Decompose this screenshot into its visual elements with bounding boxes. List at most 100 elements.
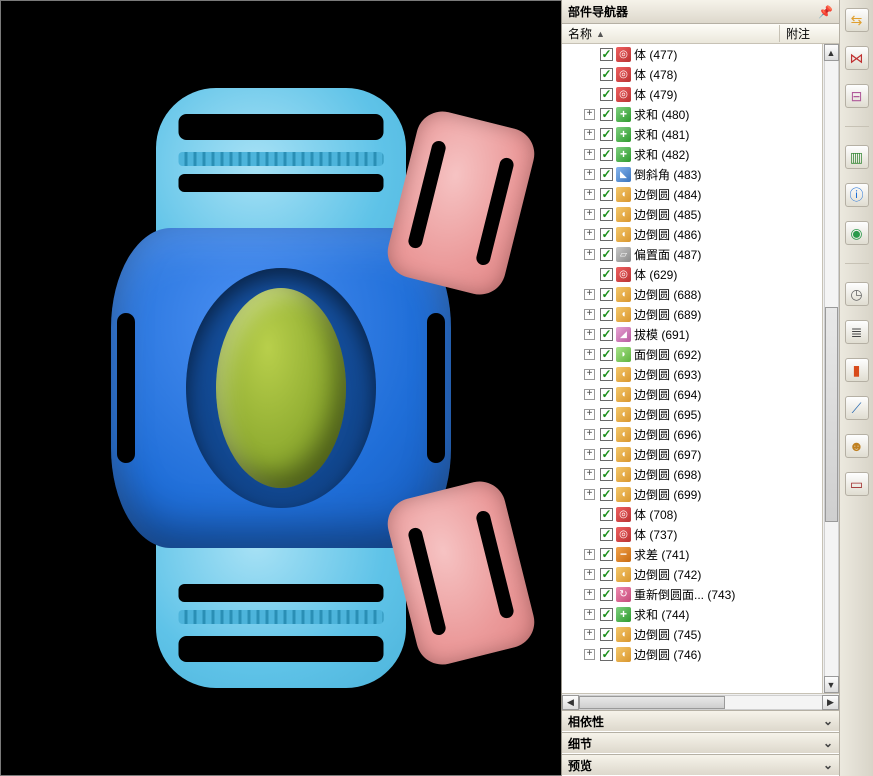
visibility-checkbox[interactable]: ✓ bbox=[600, 548, 613, 561]
visibility-checkbox[interactable]: ✓ bbox=[600, 168, 613, 181]
tree-item[interactable]: ✓体 (478) bbox=[562, 64, 839, 84]
visibility-checkbox[interactable]: ✓ bbox=[600, 528, 613, 541]
clock-icon[interactable]: ◷ bbox=[845, 282, 869, 306]
section-details[interactable]: 细节 ⌄ bbox=[562, 732, 839, 754]
expander-icon[interactable]: + bbox=[584, 429, 595, 440]
expander-icon[interactable]: + bbox=[584, 109, 595, 120]
expander-icon[interactable]: + bbox=[584, 629, 595, 640]
visibility-checkbox[interactable]: ✓ bbox=[600, 648, 613, 661]
expander-icon[interactable]: + bbox=[584, 369, 595, 380]
tree-item[interactable]: ✓体 (479) bbox=[562, 84, 839, 104]
visibility-checkbox[interactable]: ✓ bbox=[600, 508, 613, 521]
link-icon[interactable]: ⋈ bbox=[845, 46, 869, 70]
visibility-checkbox[interactable]: ✓ bbox=[600, 268, 613, 281]
visibility-checkbox[interactable]: ✓ bbox=[600, 308, 613, 321]
scroll-track[interactable] bbox=[579, 695, 822, 710]
sheet-icon[interactable]: ▭ bbox=[845, 472, 869, 496]
expander-icon[interactable]: + bbox=[584, 609, 595, 620]
tree-item[interactable]: +✓边倒圆 (697) bbox=[562, 444, 839, 464]
visibility-checkbox[interactable]: ✓ bbox=[600, 108, 613, 121]
scroll-left-button[interactable]: ◀ bbox=[562, 695, 579, 710]
visibility-checkbox[interactable]: ✓ bbox=[600, 208, 613, 221]
visibility-checkbox[interactable]: ✓ bbox=[600, 188, 613, 201]
visibility-checkbox[interactable]: ✓ bbox=[600, 348, 613, 361]
visibility-checkbox[interactable]: ✓ bbox=[600, 328, 613, 341]
tree-item[interactable]: ✓体 (477) bbox=[562, 44, 839, 64]
tree-item[interactable]: +✓边倒圆 (696) bbox=[562, 424, 839, 444]
tree-item[interactable]: +✓边倒圆 (484) bbox=[562, 184, 839, 204]
tree-item[interactable]: +✓倒斜角 (483) bbox=[562, 164, 839, 184]
tree-item[interactable]: ✓体 (737) bbox=[562, 524, 839, 544]
expander-icon[interactable]: + bbox=[584, 209, 595, 220]
tree-item[interactable]: +✓边倒圆 (745) bbox=[562, 624, 839, 644]
tree-item[interactable]: ✓体 (708) bbox=[562, 504, 839, 524]
visibility-checkbox[interactable]: ✓ bbox=[600, 408, 613, 421]
ruler-icon[interactable]: ⟋ bbox=[845, 396, 869, 420]
expander-icon[interactable]: + bbox=[584, 149, 595, 160]
visibility-checkbox[interactable]: ✓ bbox=[600, 568, 613, 581]
scroll-right-button[interactable]: ▶ bbox=[822, 695, 839, 710]
visibility-checkbox[interactable]: ✓ bbox=[600, 608, 613, 621]
tree-item[interactable]: +✓边倒圆 (698) bbox=[562, 464, 839, 484]
tree-item[interactable]: +✓边倒圆 (485) bbox=[562, 204, 839, 224]
visibility-checkbox[interactable]: ✓ bbox=[600, 468, 613, 481]
scroll-thumb[interactable] bbox=[825, 307, 838, 522]
expander-icon[interactable]: + bbox=[584, 449, 595, 460]
expander-icon[interactable]: + bbox=[584, 169, 595, 180]
tree-header[interactable]: 名称 ▲ 附注 bbox=[562, 24, 839, 44]
tree-item[interactable]: +✓拔模 (691) bbox=[562, 324, 839, 344]
expander-icon[interactable]: + bbox=[584, 229, 595, 240]
tree-item[interactable]: +✓求和 (480) bbox=[562, 104, 839, 124]
tree-item[interactable]: +✓边倒圆 (688) bbox=[562, 284, 839, 304]
section-preview[interactable]: 预览 ⌄ bbox=[562, 754, 839, 776]
expander-icon[interactable]: + bbox=[584, 329, 595, 340]
expander-icon[interactable]: + bbox=[584, 309, 595, 320]
expander-icon[interactable]: + bbox=[584, 549, 595, 560]
visibility-checkbox[interactable]: ✓ bbox=[600, 148, 613, 161]
hierarchy-icon[interactable]: ⊟ bbox=[845, 84, 869, 108]
viewport-3d[interactable] bbox=[0, 0, 561, 776]
expander-icon[interactable]: + bbox=[584, 289, 595, 300]
expander-icon[interactable]: + bbox=[584, 649, 595, 660]
tree-item[interactable]: +✓边倒圆 (742) bbox=[562, 564, 839, 584]
column-note[interactable]: 附注 bbox=[779, 25, 839, 42]
tree-item[interactable]: +✓边倒圆 (699) bbox=[562, 484, 839, 504]
visibility-checkbox[interactable]: ✓ bbox=[600, 628, 613, 641]
tree-item[interactable]: +✓边倒圆 (486) bbox=[562, 224, 839, 244]
tree-item[interactable]: +✓边倒圆 (694) bbox=[562, 384, 839, 404]
visibility-checkbox[interactable]: ✓ bbox=[600, 288, 613, 301]
visibility-checkbox[interactable]: ✓ bbox=[600, 48, 613, 61]
scroll-up-button[interactable]: ▲ bbox=[824, 44, 839, 61]
horizontal-scrollbar[interactable]: ◀ ▶ bbox=[562, 693, 839, 710]
expander-icon[interactable]: + bbox=[584, 349, 595, 360]
flow-icon[interactable]: ⇆ bbox=[845, 8, 869, 32]
visibility-checkbox[interactable]: ✓ bbox=[600, 68, 613, 81]
tree-item[interactable]: +✓边倒圆 (689) bbox=[562, 304, 839, 324]
vertical-scrollbar[interactable]: ▲ ▼ bbox=[822, 44, 839, 693]
tree-item[interactable]: ✓体 (629) bbox=[562, 264, 839, 284]
section-dependencies[interactable]: 相依性 ⌄ bbox=[562, 710, 839, 732]
globe-icon[interactable]: ◉ bbox=[845, 221, 869, 245]
scroll-thumb[interactable] bbox=[579, 696, 725, 709]
tree-list[interactable]: ✓体 (477)✓体 (478)✓体 (479)+✓求和 (480)+✓求和 (… bbox=[562, 44, 839, 693]
expander-icon[interactable]: + bbox=[584, 409, 595, 420]
palette-icon[interactable]: ▮ bbox=[845, 358, 869, 382]
visibility-checkbox[interactable]: ✓ bbox=[600, 448, 613, 461]
visibility-checkbox[interactable]: ✓ bbox=[600, 248, 613, 261]
expander-icon[interactable]: + bbox=[584, 589, 595, 600]
visibility-checkbox[interactable]: ✓ bbox=[600, 388, 613, 401]
visibility-checkbox[interactable]: ✓ bbox=[600, 128, 613, 141]
pin-icon[interactable]: 📌 bbox=[818, 5, 833, 19]
people-icon[interactable]: ☻ bbox=[845, 434, 869, 458]
expander-icon[interactable]: + bbox=[584, 389, 595, 400]
scroll-down-button[interactable]: ▼ bbox=[824, 676, 839, 693]
books-icon[interactable]: ▥ bbox=[845, 145, 869, 169]
tree-item[interactable]: +✓求和 (482) bbox=[562, 144, 839, 164]
visibility-checkbox[interactable]: ✓ bbox=[600, 588, 613, 601]
expander-icon[interactable]: + bbox=[584, 469, 595, 480]
expander-icon[interactable]: + bbox=[584, 249, 595, 260]
expander-icon[interactable]: + bbox=[584, 569, 595, 580]
visibility-checkbox[interactable]: ✓ bbox=[600, 488, 613, 501]
tree-item[interactable]: +✓边倒圆 (693) bbox=[562, 364, 839, 384]
expander-icon[interactable]: + bbox=[584, 129, 595, 140]
